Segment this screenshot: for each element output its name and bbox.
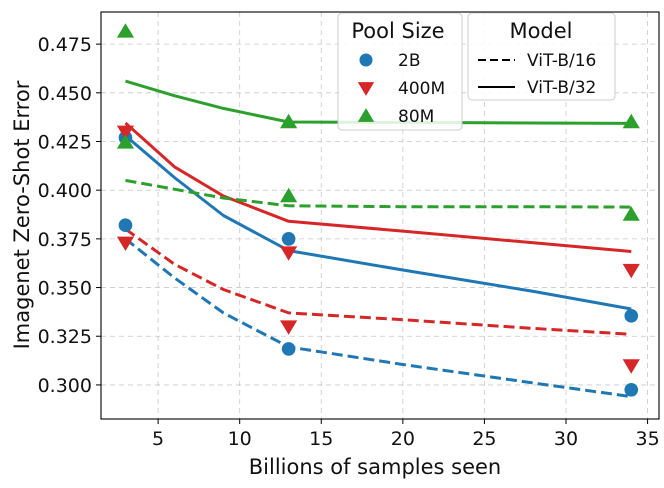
legend-label-80m: 80M	[398, 107, 434, 127]
y-tick-label: 0.350	[38, 278, 92, 300]
data-point-2b	[281, 232, 296, 246]
legend-label-model: ViT-B/16	[527, 51, 596, 71]
legend-label-model: ViT-B/32	[527, 78, 596, 98]
x-axis: 5 10 15 20 25 30 35	[152, 419, 660, 450]
data-point-2b	[281, 342, 296, 356]
y-tick-label: 0.375	[38, 229, 92, 251]
y-tick-label: 0.300	[38, 375, 92, 397]
legend-marker-400m	[357, 82, 375, 96]
legend-model: Model ViT-B/16 ViT-B/32	[467, 12, 616, 101]
y-tick-label: 0.475	[38, 34, 92, 56]
data-point-2b	[624, 382, 639, 397]
x-tick-label: 35	[635, 428, 659, 450]
x-tick-label: 20	[391, 428, 415, 450]
x-tick-label: 15	[309, 428, 333, 450]
data-point-400m	[116, 236, 135, 252]
fit-line-80m-dashed	[125, 178, 632, 209]
legend-marker-2b	[359, 53, 373, 67]
y-axis: 0.300 0.325 0.350 0.375 0.400 0.425 0.450 0.475	[38, 34, 101, 397]
x-tick-label: 10	[228, 428, 252, 450]
legend-pool-frame	[337, 12, 463, 131]
data-point-2b	[118, 218, 133, 233]
x-tick-label: 5	[152, 428, 164, 450]
data-point-400m	[622, 263, 640, 279]
data-point-80m	[622, 113, 640, 129]
legend-pool-size: Pool Size 2B 400M 80M	[337, 12, 463, 131]
plot-frame	[100, 11, 660, 420]
legend-marker-80m	[357, 108, 375, 122]
y-axis-label: Imagenet Zero-Shot Error	[10, 80, 34, 349]
x-tick-label: 25	[472, 428, 496, 450]
data-point-80m	[280, 187, 298, 203]
data-point-400m	[116, 125, 135, 141]
fit-line-400m-dashed	[124, 227, 632, 336]
y-tick-label: 0.425	[38, 132, 92, 154]
data-point-80m	[622, 206, 640, 221]
x-axis-label: Billions of samples seen	[249, 455, 502, 479]
data-point-80m	[116, 23, 135, 38]
y-tick-label: 0.325	[38, 326, 92, 348]
data-point-80m	[280, 113, 298, 129]
y-tick-label: 0.400	[38, 180, 92, 202]
data-point-400m	[280, 246, 298, 261]
data-point-80m	[116, 134, 135, 149]
legend-label-400m: 400M	[398, 79, 445, 99]
legend-model-title: Model	[509, 19, 572, 43]
legend-model-frame	[467, 12, 616, 101]
legend-pool-title: Pool Size	[351, 19, 444, 43]
data-point-400m	[280, 320, 298, 335]
fit-line-400m-solid	[124, 121, 632, 253]
data-point-400m	[622, 359, 640, 374]
x-tick-label: 30	[554, 428, 578, 450]
data-point-2b	[624, 308, 639, 323]
legend-label-2b: 2B	[398, 51, 420, 71]
y-tick-label: 0.450	[38, 83, 92, 105]
data-markers	[116, 23, 640, 397]
